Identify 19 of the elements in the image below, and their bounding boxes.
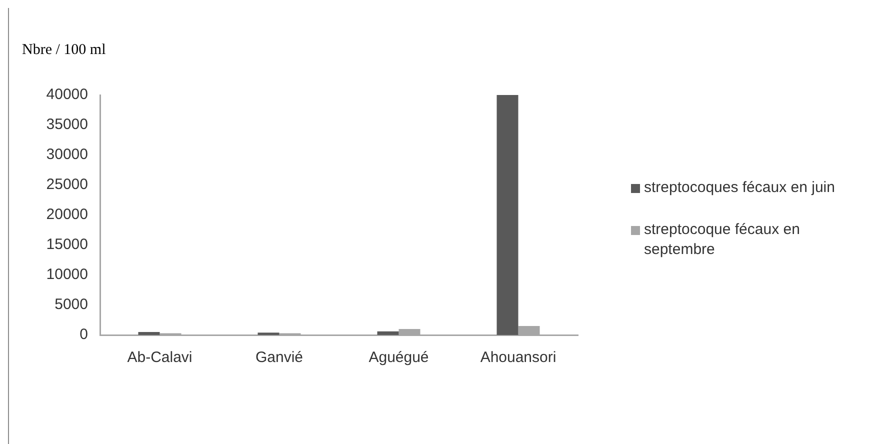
bar <box>377 331 399 335</box>
y-tick-label: 20000 <box>46 206 88 224</box>
y-tick-label: 25000 <box>46 176 88 194</box>
x-tick-label: Ab-Calavi <box>127 349 192 366</box>
y-tick-label: 35000 <box>46 116 88 134</box>
legend-label: streptocoque fécaux en septembre <box>644 220 801 260</box>
legend-label: streptocoques fécaux en juin <box>644 178 836 198</box>
y-tick-label: 10000 <box>46 266 88 284</box>
y-tick-label: 40000 <box>46 86 88 104</box>
y-axis-title: Nbre / 100 ml <box>22 42 106 59</box>
y-tick-label: 0 <box>80 326 88 344</box>
bar <box>496 95 518 335</box>
x-tick-label: Aguégué <box>368 349 429 366</box>
bar <box>138 332 160 335</box>
y-tick-label: 30000 <box>46 146 88 164</box>
y-tick-label: 15000 <box>46 236 88 254</box>
x-tick-label: Ahouansori <box>480 349 556 366</box>
x-tick-label: Ganvié <box>255 349 304 366</box>
y-tick-label: 5000 <box>54 296 88 314</box>
